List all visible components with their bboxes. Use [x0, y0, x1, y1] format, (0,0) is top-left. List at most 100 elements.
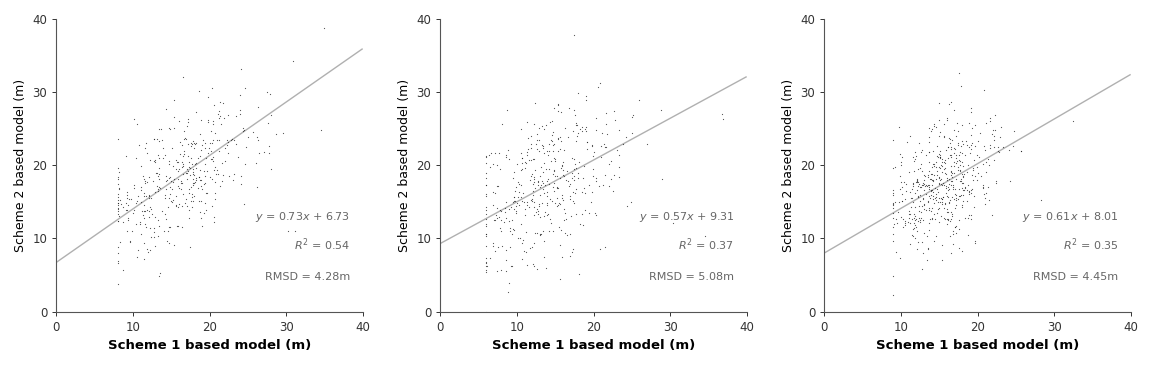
Point	[546, 158, 564, 164]
Point	[935, 159, 954, 165]
Point	[994, 144, 1013, 150]
Point	[982, 144, 1000, 150]
Point	[622, 199, 641, 205]
Point	[909, 179, 927, 185]
Point	[487, 162, 506, 168]
Point	[884, 200, 902, 206]
Point	[919, 135, 938, 141]
Point	[160, 195, 179, 201]
Point	[551, 134, 569, 140]
Point	[108, 218, 127, 224]
Point	[586, 175, 605, 181]
Point	[121, 238, 139, 244]
Point	[173, 165, 191, 171]
Point	[931, 129, 949, 135]
Point	[532, 231, 551, 238]
Point	[502, 263, 521, 269]
Point	[945, 231, 963, 237]
Point	[184, 145, 203, 151]
Point	[899, 219, 917, 225]
Point	[162, 199, 181, 205]
Point	[912, 146, 931, 152]
Point	[522, 146, 540, 152]
Point	[168, 176, 187, 182]
Point	[172, 180, 190, 186]
Point	[884, 238, 902, 244]
Point	[144, 233, 162, 239]
Point	[533, 180, 552, 186]
Point	[886, 199, 904, 205]
Point	[931, 152, 949, 158]
Point	[947, 152, 965, 158]
Point	[624, 112, 643, 118]
Point	[135, 208, 153, 214]
Point	[544, 148, 562, 154]
Point	[946, 223, 964, 230]
Point	[954, 198, 972, 204]
Point	[904, 154, 923, 160]
Point	[952, 178, 970, 184]
Point	[202, 156, 220, 162]
Point	[937, 200, 955, 206]
Point	[144, 136, 162, 142]
Point	[919, 168, 938, 174]
Point	[518, 202, 537, 208]
Point	[923, 177, 941, 184]
Point	[151, 185, 169, 191]
Point	[536, 182, 554, 188]
Point	[172, 177, 190, 184]
Point	[516, 206, 535, 212]
Point	[535, 190, 553, 196]
Point	[539, 148, 558, 154]
Point	[211, 183, 229, 189]
Point	[577, 124, 596, 130]
Point	[918, 174, 937, 180]
Point	[161, 198, 180, 204]
Point	[551, 201, 569, 207]
Point	[984, 127, 1002, 133]
Point	[176, 135, 195, 141]
Point	[607, 147, 626, 153]
Point	[190, 177, 209, 183]
Point	[923, 205, 941, 211]
Point	[973, 184, 992, 190]
Point	[942, 250, 961, 256]
Point	[923, 126, 941, 132]
Point	[975, 161, 993, 167]
Point	[552, 165, 570, 171]
Point	[160, 184, 179, 190]
Point	[169, 204, 188, 211]
Point	[890, 173, 909, 179]
Point	[911, 217, 930, 223]
Point	[541, 220, 560, 226]
Point	[501, 225, 520, 231]
Point	[931, 147, 949, 154]
Point	[205, 130, 223, 136]
Point	[157, 152, 175, 158]
Point	[206, 171, 225, 177]
Point	[947, 195, 965, 201]
Point	[139, 193, 158, 199]
Point	[957, 198, 976, 204]
Point	[497, 268, 515, 274]
Point	[126, 182, 144, 188]
Point	[191, 177, 210, 183]
Point	[196, 140, 214, 146]
Point	[937, 185, 955, 191]
Point	[545, 168, 563, 174]
Point	[150, 155, 168, 161]
Point	[895, 220, 914, 226]
Point	[183, 192, 202, 198]
Point	[567, 112, 585, 118]
Point	[958, 162, 977, 168]
Text: $y$ = 0.57$x$ + 9.31: $y$ = 0.57$x$ + 9.31	[638, 210, 735, 224]
Point	[926, 194, 945, 200]
Point	[552, 227, 570, 233]
Point	[120, 202, 138, 208]
Point	[108, 244, 127, 250]
Point	[204, 214, 222, 220]
Point	[912, 182, 931, 188]
Point	[932, 176, 950, 182]
Point	[164, 163, 182, 169]
Point	[916, 173, 934, 179]
